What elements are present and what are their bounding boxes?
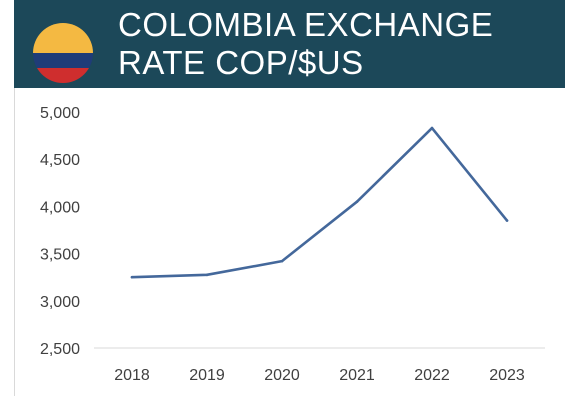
x-tick-label: 2023 xyxy=(489,367,525,384)
y-tick-label: 5,000 xyxy=(40,105,80,122)
data-point xyxy=(505,219,509,222)
chart-area xyxy=(14,88,565,396)
y-tick-label: 2,500 xyxy=(40,341,80,358)
x-tick-label: 2018 xyxy=(114,367,150,384)
x-tick-label: 2020 xyxy=(264,367,300,384)
x-tick-label: 2019 xyxy=(189,367,225,384)
data-point xyxy=(130,275,134,279)
data-point xyxy=(280,259,284,263)
data-point xyxy=(355,200,359,203)
y-tick-label: 3,000 xyxy=(40,294,80,311)
x-tick-label: 2021 xyxy=(339,367,375,384)
x-tick-labels: 2018 2019 2020 2021 2022 2023 xyxy=(114,367,525,384)
data-points xyxy=(130,126,509,279)
chart-title-line-1: COLOMBIA EXCHANGE xyxy=(118,6,494,43)
chart-title-line-2: RATE COP/$US xyxy=(118,44,364,81)
y-tick-label: 4,500 xyxy=(40,152,80,169)
chart-header xyxy=(14,0,565,88)
y-tick-label: 3,500 xyxy=(40,247,80,264)
y-tick-label: 4,000 xyxy=(40,199,80,216)
colombia-flag-icon xyxy=(33,23,93,83)
chart-title: COLOMBIA EXCHANGE RATE COP/$US xyxy=(118,6,493,82)
series-line xyxy=(130,126,509,279)
y-tick-labels: 2,500 3,000 3,500 4,000 4,500 5,000 xyxy=(40,105,80,358)
data-point xyxy=(430,126,434,130)
x-tick-label: 2022 xyxy=(414,367,450,384)
data-point xyxy=(205,273,209,277)
